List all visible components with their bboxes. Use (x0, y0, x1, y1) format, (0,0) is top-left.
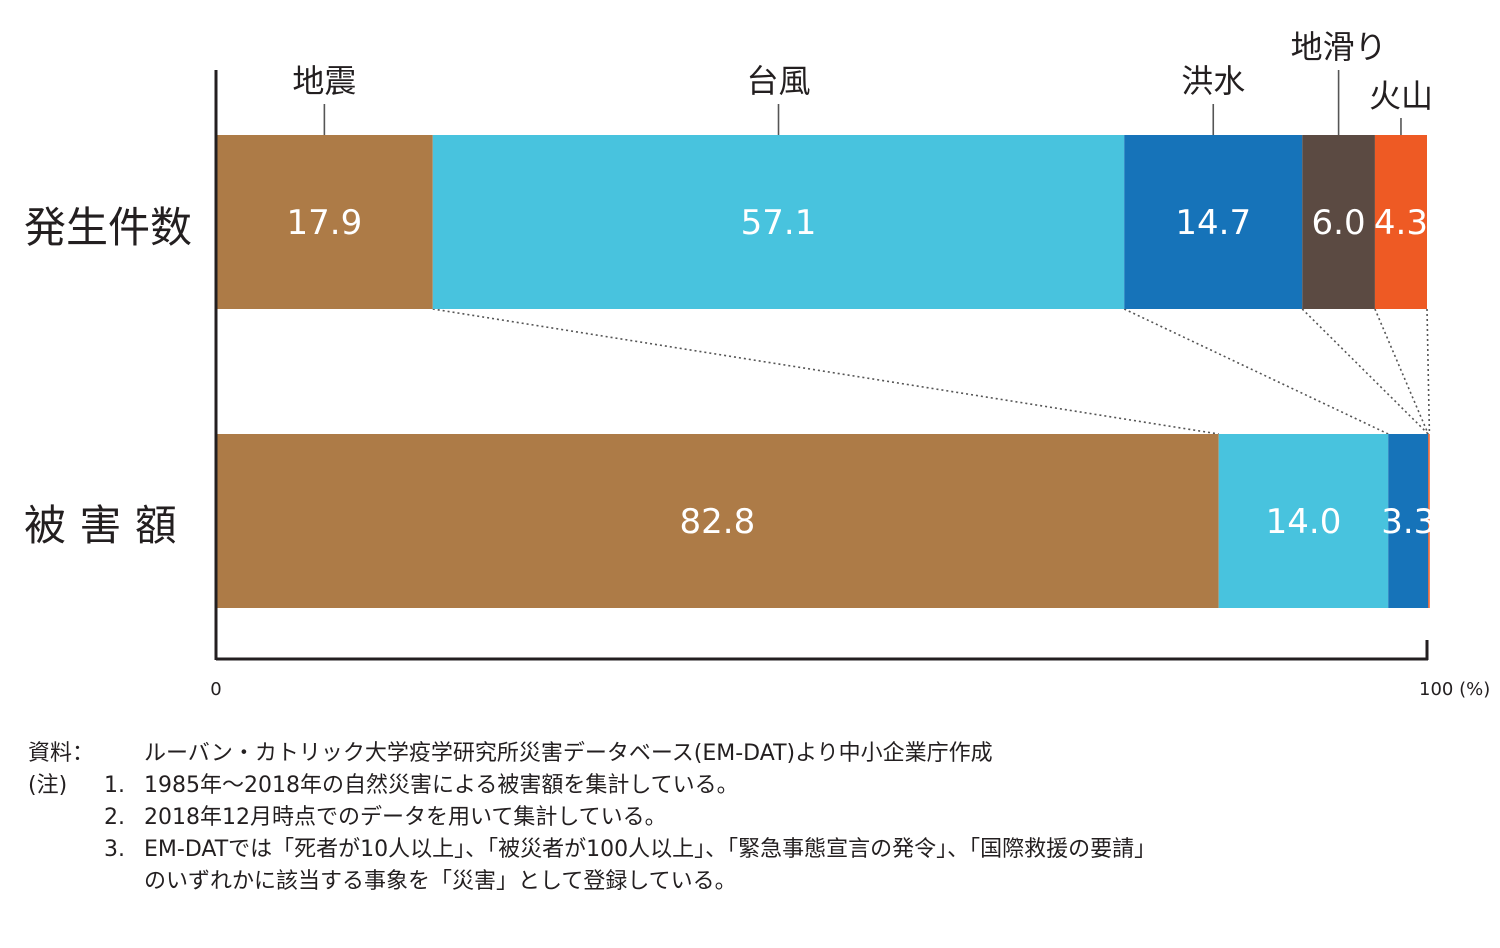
series-label: 火山 (1369, 77, 1433, 115)
x-tick-label: 0 (210, 679, 221, 700)
footnotes: 資料： ルーバン・カトリック大学疫学研究所災害データベース(EM-DAT)より中… (28, 738, 1156, 898)
bar-segment (216, 135, 433, 309)
connector-line (1426, 308, 1431, 435)
note-text: のいずれかに該当する事象を「災害」として登録している。 (144, 869, 737, 894)
note-row-2: 2. 2018年12月時点でのデータを用いて集計している。 (28, 802, 1156, 834)
category-label: 被 害 額 (24, 501, 177, 550)
data-label: 6.0 (1312, 203, 1366, 243)
connector-line (1374, 308, 1429, 435)
note-text: 1985年〜2018年の自然災害による被害額を集計している。 (144, 773, 739, 798)
bar-segment (1218, 434, 1389, 608)
bar-segment (1124, 135, 1303, 309)
note-row-3-continued: のいずれかに該当する事象を「災害」として登録している。 (28, 866, 1156, 898)
note-label: (注) (28, 773, 68, 798)
note-number: 3. (104, 837, 125, 862)
bar-segment (1374, 135, 1427, 309)
category-label: 発生件数 (24, 203, 192, 252)
data-label: 57.1 (741, 203, 817, 243)
axes: 0 100 (%) (210, 70, 1490, 700)
data-label: 14.0 (1266, 502, 1342, 542)
series-label: 台風 (747, 62, 811, 100)
note-row-3: 3. EM-DATでは「死者が10人以上」、「被災者が100人以上」、「緊急事態… (28, 834, 1156, 866)
note-row-1: (注) 1. 1985年〜2018年の自然災害による被害額を集計している。 (28, 770, 1156, 802)
bar-segment (432, 135, 1125, 309)
source-label: 資料： (28, 741, 95, 766)
bar-segment (216, 434, 1219, 608)
note-text: 2018年12月時点でのデータを用いて集計している。 (144, 805, 667, 830)
connector-lines (432, 308, 1431, 435)
source-text: ルーバン・カトリック大学疫学研究所災害データベース(EM-DAT)より中小企業庁… (144, 741, 993, 766)
x-tick-label: 100 (%) (1419, 679, 1490, 700)
data-label: 4.3 (1374, 203, 1428, 243)
data-label: 17.9 (287, 203, 363, 243)
data-label: 14.7 (1175, 203, 1251, 243)
bars (216, 135, 1430, 608)
data-label: 82.8 (680, 502, 756, 542)
connector-line (432, 308, 1219, 435)
bar-segment (1428, 434, 1430, 608)
series-label: 地震 (292, 62, 356, 100)
note-number: 1. (104, 773, 125, 798)
data-label: 3.3 (1381, 502, 1435, 542)
bar-segment (1388, 434, 1429, 608)
source-row: 資料： ルーバン・カトリック大学疫学研究所災害データベース(EM-DAT)より中… (28, 738, 1156, 770)
bar-segment (1302, 135, 1375, 309)
series-label: 洪水 (1181, 62, 1245, 100)
note-text: EM-DATでは「死者が10人以上」、「被災者が100人以上」、「緊急事態宣言の… (144, 837, 1157, 862)
note-number: 2. (104, 805, 125, 830)
connector-line (1301, 308, 1429, 435)
connector-line (1123, 308, 1389, 435)
series-label: 地滑り (1291, 28, 1387, 66)
